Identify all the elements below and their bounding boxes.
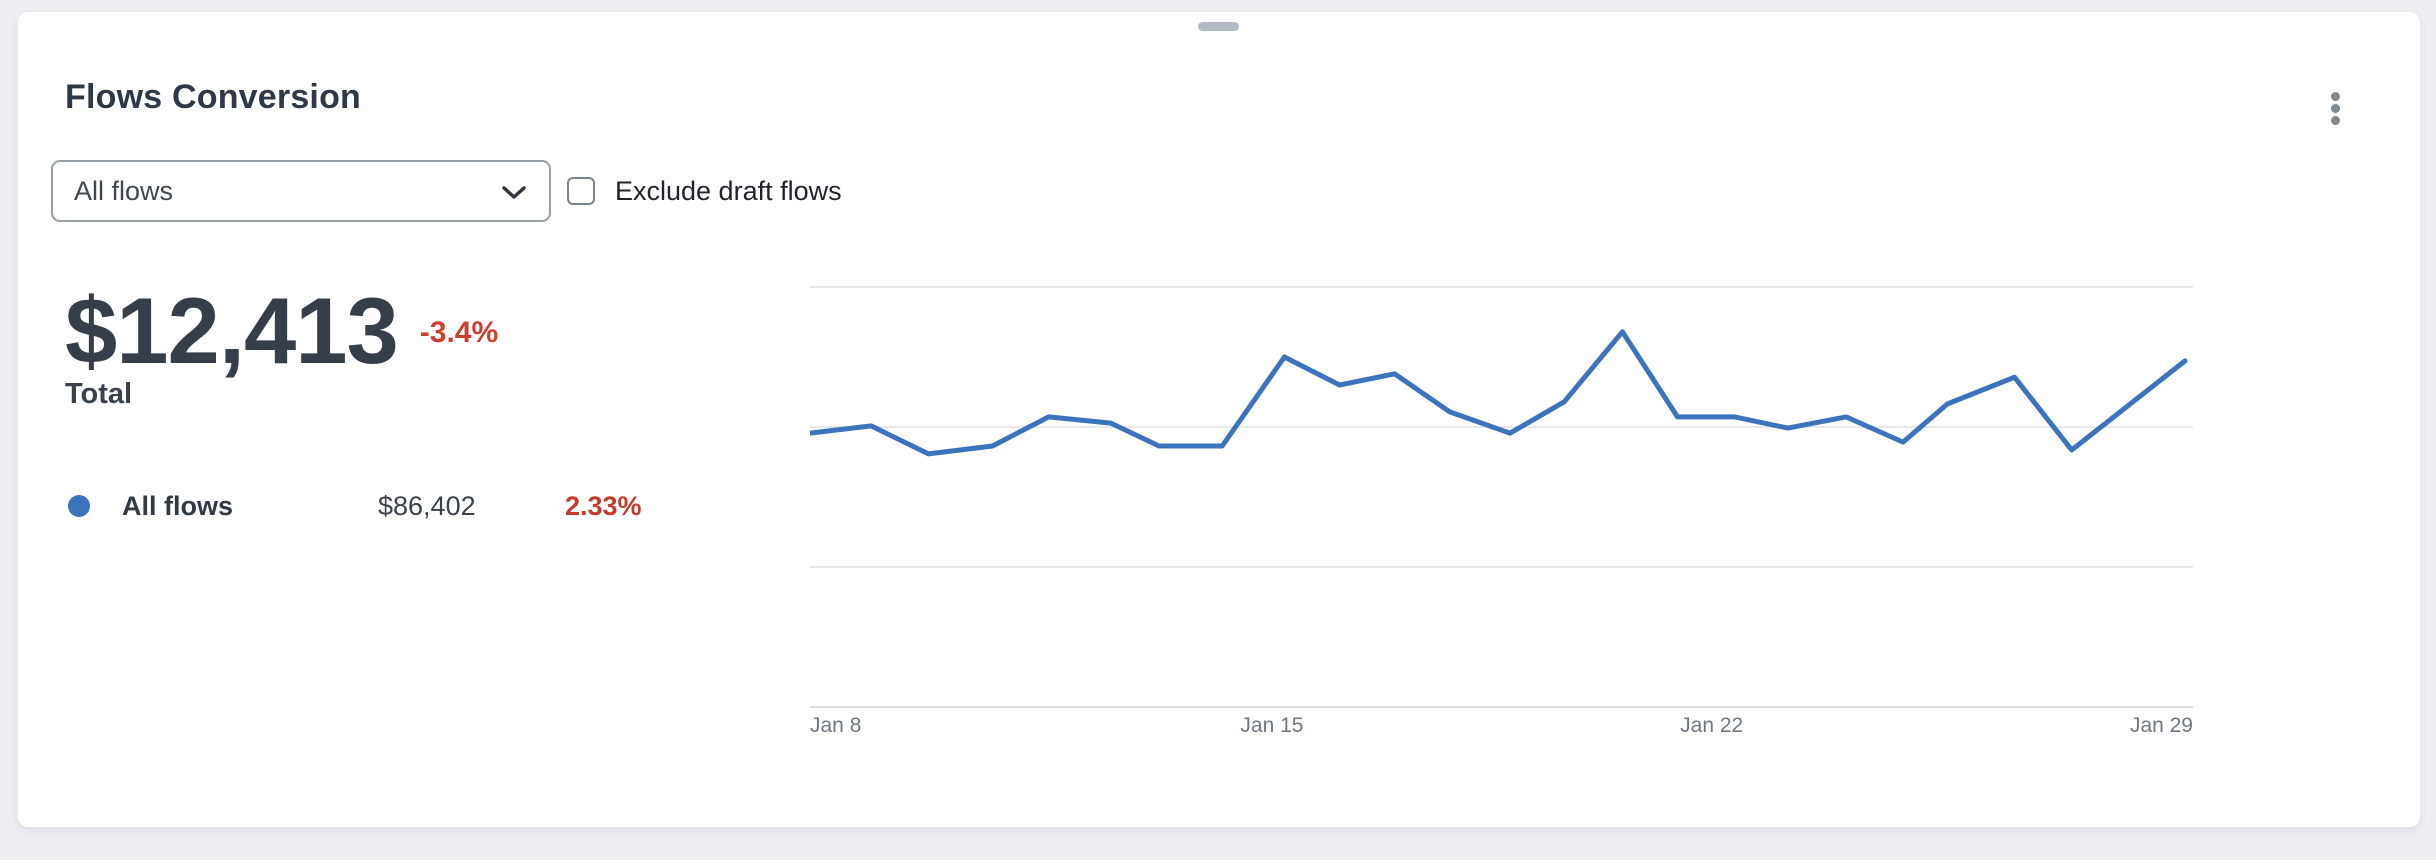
drag-handle[interactable] xyxy=(1198,22,1239,31)
legend-series-value: $86,402 xyxy=(378,491,476,521)
series-color-dot xyxy=(68,495,90,517)
controls-row: All flows Exclude draft flows xyxy=(51,160,842,222)
exclude-draft-flows-checkbox[interactable] xyxy=(567,177,595,205)
x-tick-label: Jan 29 xyxy=(2129,714,2193,737)
legend-series-percent: 2.33% xyxy=(565,491,642,521)
flow-select-dropdown[interactable]: All flows xyxy=(51,160,551,222)
conversion-line-chart[interactable]: Jan 8 Jan 15 Jan 22 Jan 29 xyxy=(810,270,2193,745)
x-axis-labels: Jan 8 Jan 15 Jan 22 Jan 29 xyxy=(810,714,2193,744)
kebab-vertical-icon xyxy=(2330,115,2340,125)
series-line-all-flows xyxy=(810,329,2188,457)
legend-row-all-flows[interactable]: All flows $86,402 2.33% xyxy=(18,492,758,520)
widget-menu-button[interactable] xyxy=(2312,80,2358,136)
x-tick-label: Jan 8 xyxy=(810,714,862,737)
stat-row: $12,413 -3.4% xyxy=(65,284,498,378)
stat-total-label: Total xyxy=(65,378,133,410)
x-tick-label: Jan 15 xyxy=(1240,714,1304,737)
x-tick-label: Jan 22 xyxy=(1680,714,1744,737)
widget-title: Flows Conversion xyxy=(65,78,362,116)
legend-series-name: All flows xyxy=(122,491,234,521)
kebab-vertical-icon xyxy=(2330,103,2340,113)
chart-canvas[interactable] xyxy=(810,270,2193,745)
kebab-vertical-icon xyxy=(2330,91,2340,101)
flows-conversion-card: Flows Conversion All flows Exclude draft… xyxy=(18,12,2420,827)
exclude-draft-flows-label[interactable]: Exclude draft flows xyxy=(615,175,842,206)
stat-total-value: $12,413 xyxy=(65,278,399,383)
flow-select-value: All flows xyxy=(74,175,174,206)
chevron-down-icon xyxy=(502,185,526,199)
stat-change-badge: -3.4% xyxy=(419,316,499,349)
